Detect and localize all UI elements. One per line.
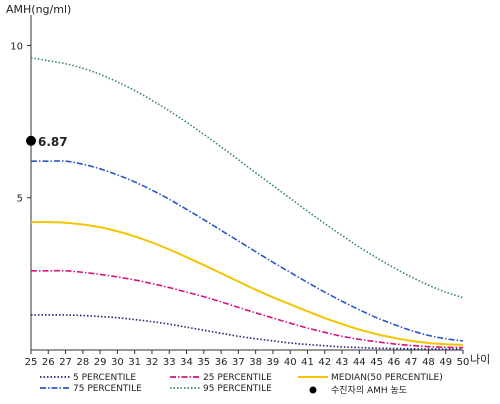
x-tick-label: 29 (94, 357, 107, 368)
x-tick-label: 34 (180, 357, 193, 368)
patient-marker-dot (26, 135, 36, 146)
x-tick-label: 28 (76, 357, 89, 368)
x-tick-label: 48 (422, 357, 435, 368)
x-tick-label: 27 (59, 357, 72, 368)
series-line-1 (31, 269, 464, 349)
legend-label-0: 5 PERCENTILE (73, 373, 136, 383)
x-tick-label: 35 (197, 357, 210, 368)
x-tick-label: 39 (267, 357, 280, 368)
x-tick-label: 46 (388, 357, 401, 368)
patient-marker: 6.87 (26, 135, 68, 149)
x-tick-label: 47 (405, 357, 418, 368)
x-axis-title: 나이 (470, 353, 490, 366)
x-tick-label: 44 (353, 357, 366, 368)
x-tick-label: 38 (249, 357, 262, 368)
x-tick-label: 43 (336, 357, 349, 368)
series-line-0 (30, 314, 463, 350)
series-line-3 (31, 160, 464, 342)
y-axis-title: AMH(ng/ml) (6, 3, 71, 16)
legend-label-1: 25 PERCENTILE (203, 373, 272, 383)
x-tick-label: 49 (439, 357, 452, 368)
x-tick-label: 40 (284, 357, 297, 368)
legend-label-4: 95 PERCENTILE (203, 384, 272, 394)
x-tick-label: 42 (318, 357, 331, 368)
series-line-4 (30, 56, 464, 299)
x-tick-label: 41 (301, 357, 314, 368)
x-tick-label: 37 (232, 357, 245, 368)
series-line-2 (30, 221, 464, 346)
x-tick-label: 33 (163, 357, 176, 368)
y-tick-label: 10 (10, 41, 23, 52)
series-layer (30, 56, 464, 350)
x-tick-label: 36 (215, 357, 228, 368)
x-tick-label: 30 (111, 357, 124, 368)
axes: 5 10 25 26 27 28 29 30 31 32 33 34 35 36 37 38 39 40 41 42 4… (10, 15, 469, 368)
x-tick-label: 50 (457, 357, 470, 368)
x-tick-label: 32 (146, 357, 159, 368)
legend: 5 PERCENTILE 25 PERCENTILE MEDIAN(50 PERCE… (40, 373, 443, 396)
legend-marker-label: 수진자의 AMH 농도 (331, 385, 407, 396)
legend-label-3: 75 PERCENTILE (73, 384, 142, 394)
x-tick-label: 31 (128, 357, 141, 368)
x-tick-label: 25 (25, 357, 38, 368)
legend-label-2: MEDIAN(50 PERCENTILE) (331, 373, 443, 383)
legend-marker-dot (309, 386, 317, 394)
y-tick-label: 5 (17, 194, 23, 205)
patient-marker-label: 6.87 (38, 135, 68, 149)
x-tick-label: 26 (42, 357, 55, 368)
x-tick-label: 45 (370, 357, 383, 368)
